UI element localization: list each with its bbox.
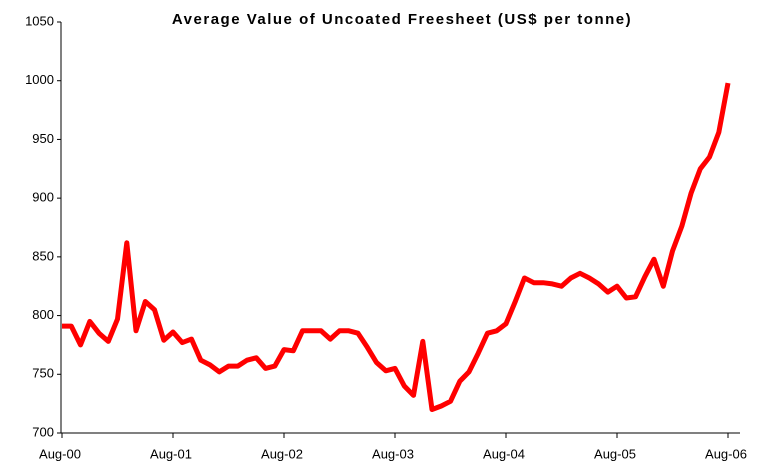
x-tick-label: Aug-00 (39, 446, 81, 461)
y-tick-label: 850 (32, 248, 54, 263)
chart-title: Average Value of Uncoated Freesheet (US$… (172, 11, 632, 28)
y-tick-label: 900 (32, 190, 54, 205)
x-tick-label: Aug-03 (372, 446, 414, 461)
x-tick-label: Aug-04 (483, 446, 525, 461)
data-line (62, 82, 731, 412)
x-tick-label: Aug-02 (261, 446, 303, 461)
y-tick-label: 800 (32, 307, 54, 322)
y-tick-label: 750 (32, 366, 54, 381)
x-tick-label: Aug-06 (705, 446, 747, 461)
x-tick-label: Aug-05 (594, 446, 636, 461)
y-tick-label: 1050 (25, 13, 54, 28)
y-tick-label: 950 (32, 131, 54, 146)
x-tick-label: Aug-01 (150, 446, 192, 461)
y-tick-label: 1000 (25, 72, 54, 87)
y-tick-label: 700 (32, 424, 54, 439)
